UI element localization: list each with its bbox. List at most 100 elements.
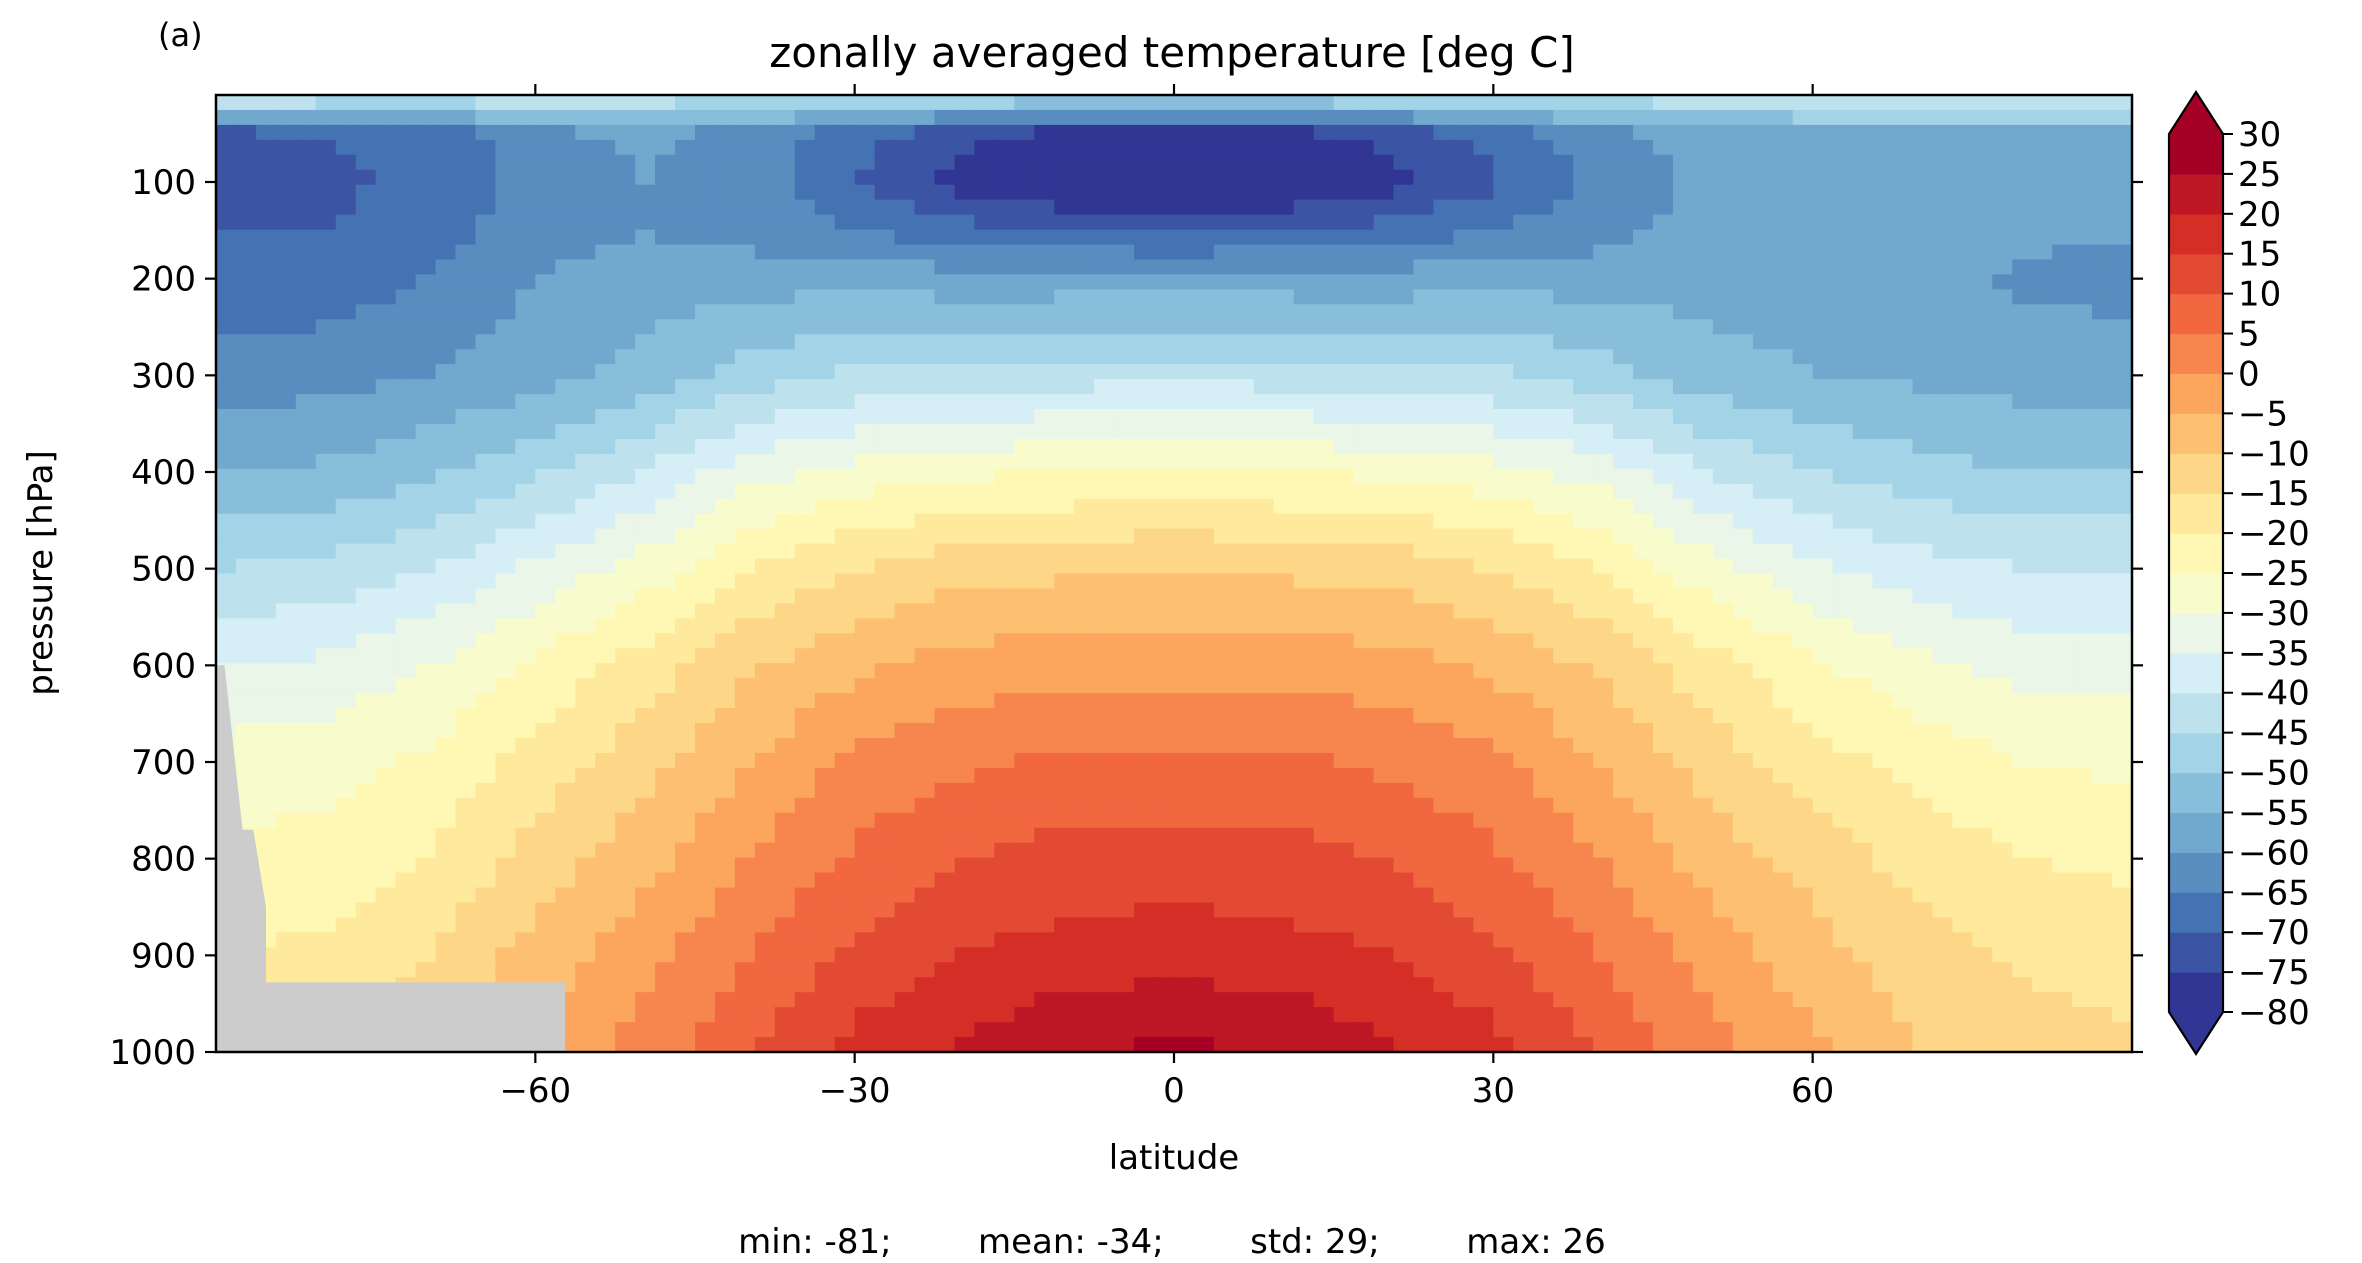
field-cell (2052, 678, 2073, 694)
field-cell (1233, 169, 1255, 186)
field-cell (1493, 289, 1515, 306)
field-cell (774, 259, 796, 276)
field-cell (655, 244, 676, 261)
field-cell (714, 603, 736, 620)
field-cell (475, 498, 497, 515)
field-cell (515, 737, 537, 754)
field-cell (1952, 827, 1974, 844)
field-cell (2052, 483, 2073, 500)
field-cell (1333, 95, 1355, 111)
field-cell (435, 453, 457, 470)
field-cell (555, 169, 577, 186)
field-cell (1353, 513, 1375, 530)
field-cell (615, 498, 636, 515)
field-cell (894, 409, 916, 425)
field-cell (1732, 169, 1754, 186)
field-cell (315, 319, 337, 336)
field-cell (216, 334, 237, 350)
field-cell (1074, 483, 1095, 500)
field-cell (1772, 767, 1794, 784)
field-cell (1413, 513, 1435, 530)
field-cell (1772, 498, 1794, 515)
field-cell (1293, 588, 1315, 605)
field-cell (1892, 379, 1914, 395)
field-cell (2072, 618, 2093, 635)
field-cell (754, 737, 776, 754)
field-cell (615, 199, 636, 216)
field-cell (1413, 752, 1435, 769)
field-cell (874, 423, 896, 440)
field-cell (435, 423, 457, 440)
field-cell (455, 423, 477, 440)
field-cell (515, 663, 537, 679)
field-cell (714, 319, 736, 336)
field-cell (1114, 259, 1135, 276)
field-cell (495, 423, 517, 440)
field-cell (1193, 453, 1215, 470)
field-cell (754, 95, 776, 111)
field-cell (1413, 498, 1435, 515)
field-cell (2112, 767, 2132, 784)
field-cell (1633, 663, 1654, 679)
field-cell (1533, 797, 1555, 814)
field-cell (535, 588, 557, 605)
field-cell (435, 409, 457, 425)
field-cell (714, 184, 736, 201)
field-cell (235, 723, 257, 739)
field-cell (1732, 633, 1754, 650)
field-cell (1692, 274, 1714, 291)
field-cell (415, 663, 437, 679)
field-cell (1054, 648, 1076, 665)
field-cell (1852, 543, 1874, 560)
field-cell (2092, 543, 2113, 560)
field-cell (1193, 438, 1215, 455)
field-cell (555, 409, 577, 425)
field-cell (1712, 304, 1734, 321)
field-cell (555, 528, 577, 545)
field-cell (1034, 289, 1056, 306)
field-cell (475, 394, 497, 410)
field-cell (1613, 334, 1634, 350)
field-cell (754, 304, 776, 321)
field-cell (1174, 468, 1195, 485)
field-cell (1992, 498, 2014, 515)
field-cell (1653, 648, 1674, 665)
field-cell (954, 334, 976, 350)
field-cell (1952, 409, 1974, 425)
field-cell (495, 453, 517, 470)
field-cell (1912, 812, 1934, 829)
field-cell (635, 737, 656, 754)
field-cell (774, 767, 796, 784)
field-cell (974, 528, 996, 545)
field-cell (1333, 588, 1355, 605)
field-cell (1892, 409, 1914, 425)
field-cell (655, 139, 676, 156)
field-cell (695, 693, 716, 709)
field-cell (1872, 558, 1894, 575)
field-cell (934, 154, 956, 171)
field-cell (1453, 558, 1475, 575)
field-cell (1154, 274, 1175, 291)
field-cell (814, 453, 836, 470)
field-cell (1892, 737, 1914, 754)
field-cell (295, 782, 317, 799)
field-cell (1493, 334, 1515, 350)
field-cell (435, 214, 457, 231)
field-cell (934, 124, 956, 141)
field-cell (255, 827, 277, 844)
field-cell (974, 663, 996, 679)
field-cell (1613, 109, 1634, 126)
field-cell (1253, 199, 1275, 216)
field-cell (1413, 319, 1435, 336)
field-cell (515, 648, 537, 665)
field-cell (1253, 812, 1275, 829)
field-cell (834, 528, 856, 545)
field-cell (814, 214, 836, 231)
field-cell (1533, 259, 1555, 276)
field-cell (395, 109, 417, 126)
field-cell (1992, 124, 2014, 141)
field-cell (635, 543, 656, 560)
field-cell (375, 199, 397, 216)
field-cell (1134, 573, 1155, 590)
field-cell (1533, 737, 1555, 754)
